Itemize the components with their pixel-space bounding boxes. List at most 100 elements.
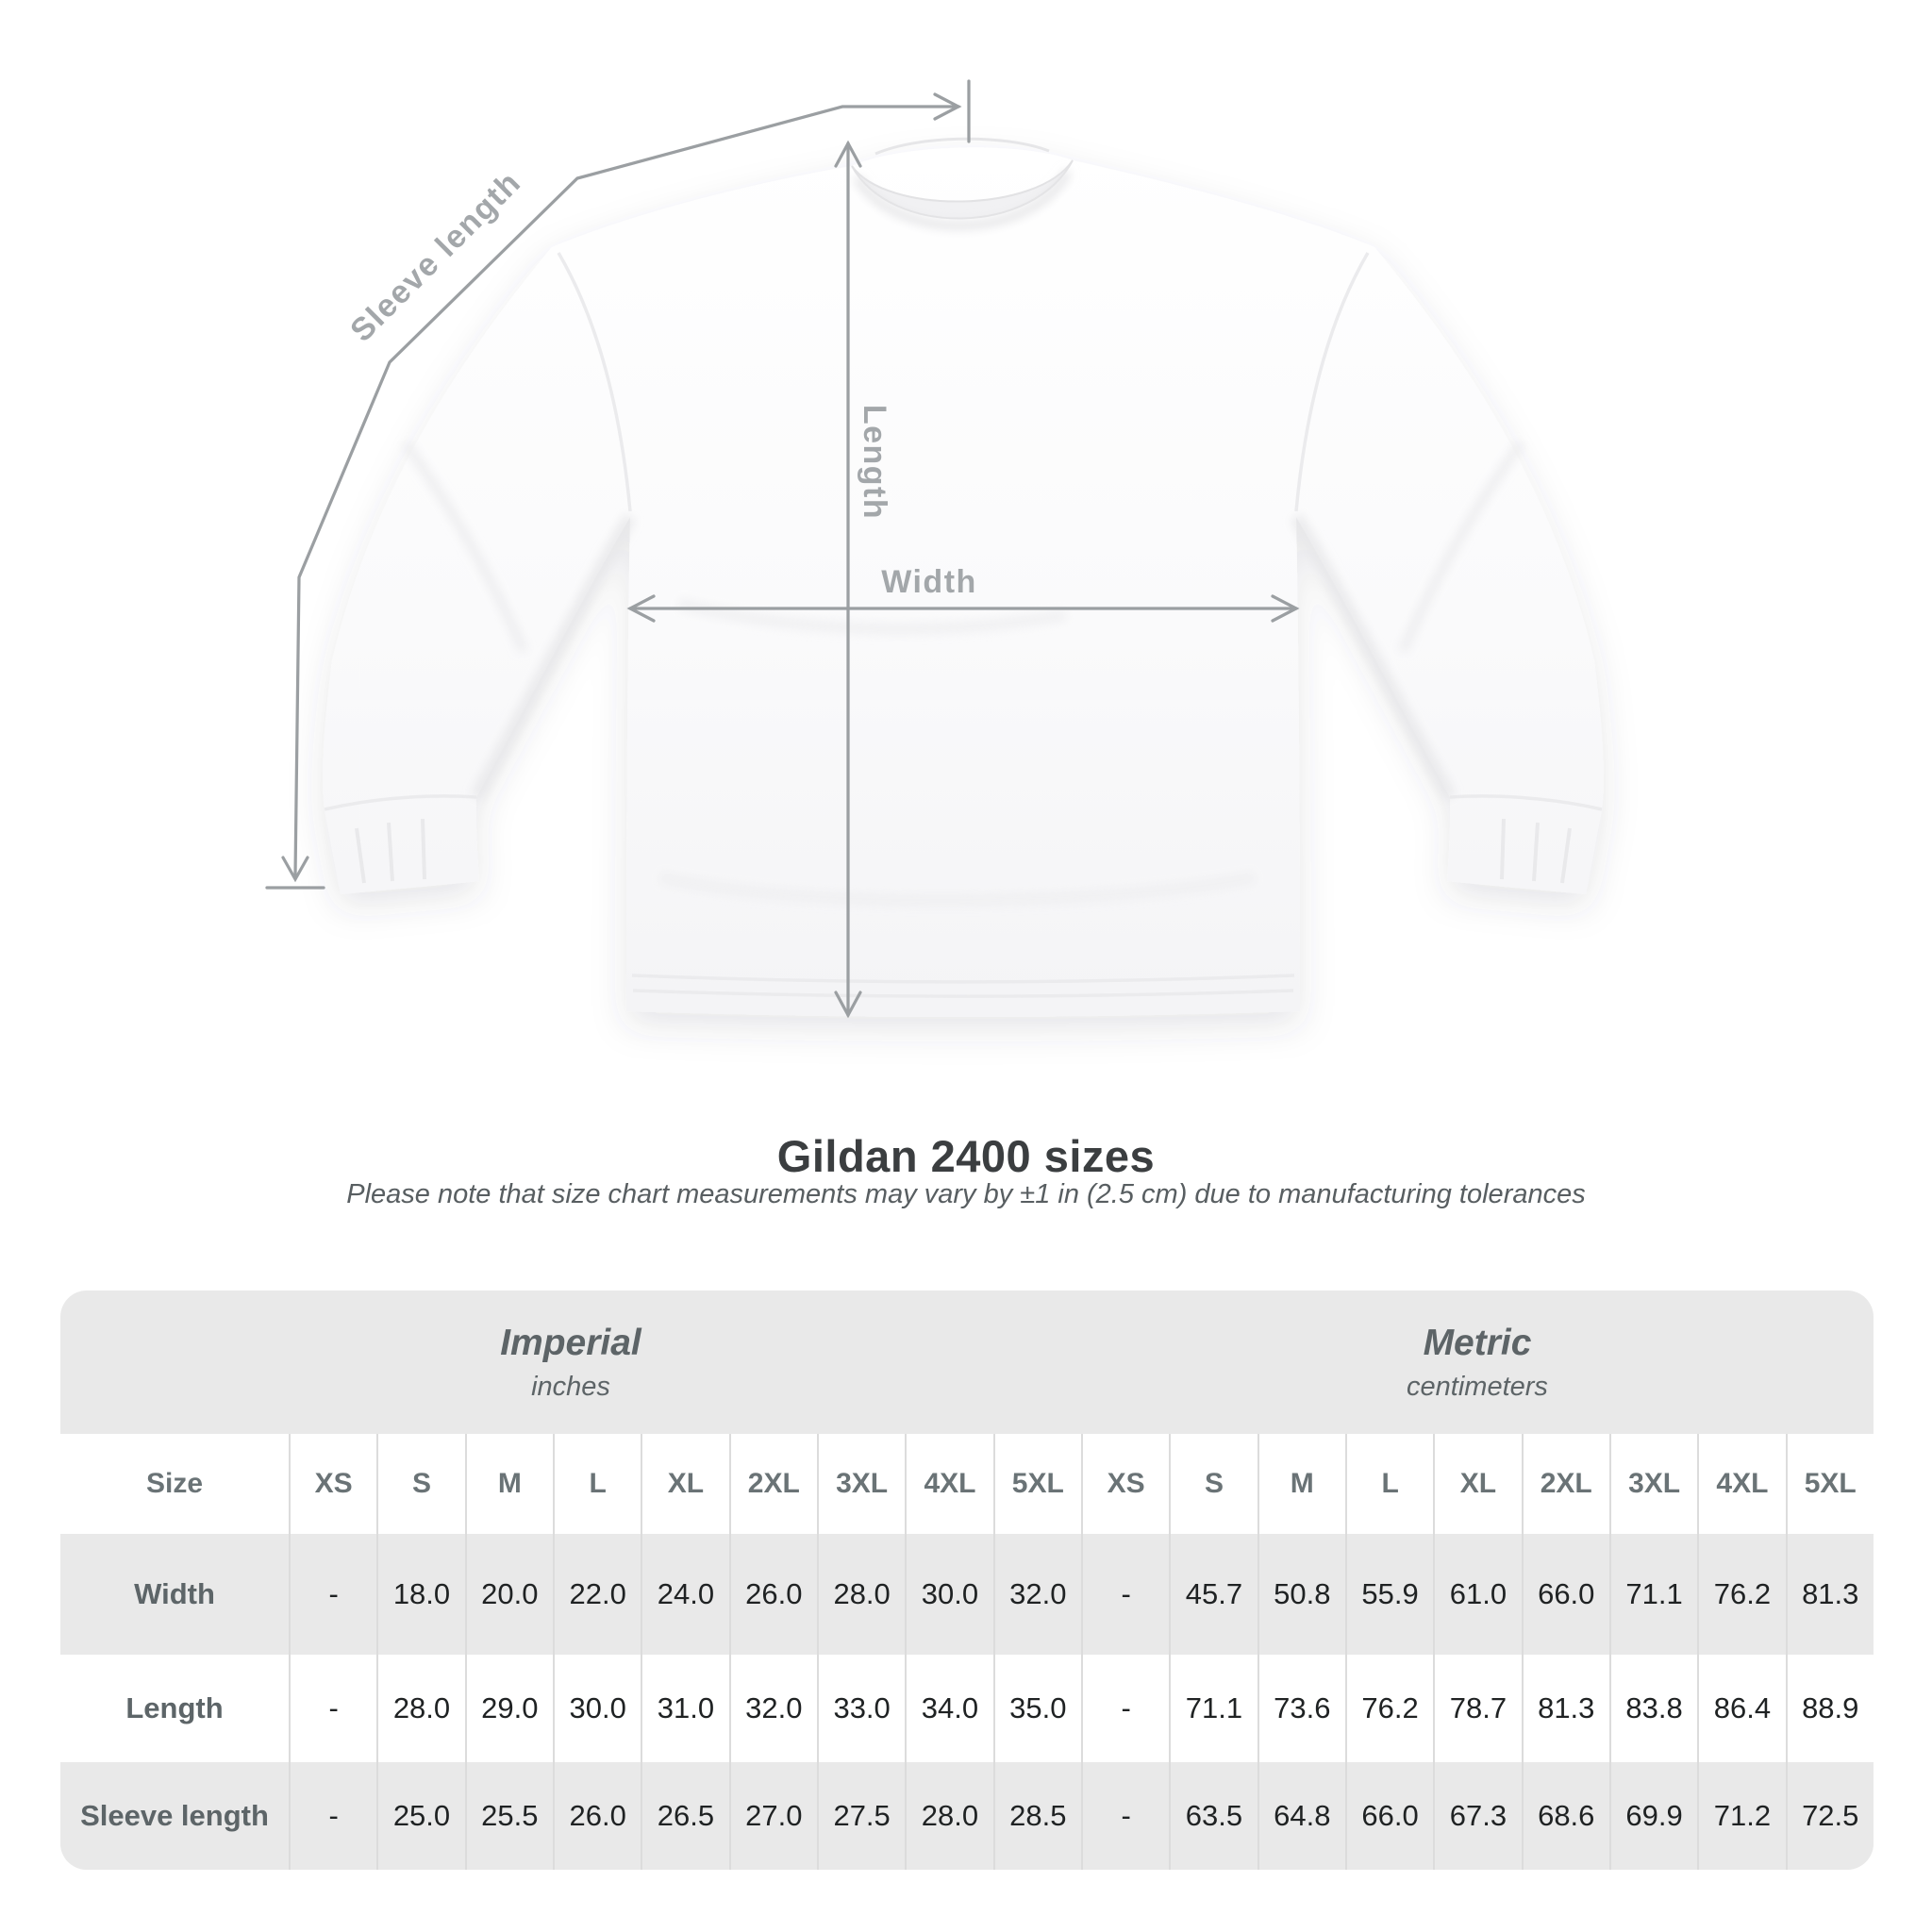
imperial-value-cell: 32.0 bbox=[992, 1534, 1081, 1655]
metric-value-cell: 81.3 bbox=[1521, 1655, 1609, 1762]
metric-value-cell: 71.1 bbox=[1169, 1655, 1257, 1762]
metric-value-cell: - bbox=[1080, 1534, 1169, 1655]
metric-value-cell: 72.5 bbox=[1785, 1762, 1874, 1870]
metric-value-cell: 78.7 bbox=[1433, 1655, 1521, 1762]
unit-group-row: Imperial inches Metric centimeters bbox=[60, 1291, 1874, 1434]
metric-value-cell: 76.2 bbox=[1697, 1534, 1785, 1655]
tolerance-note: Please note that size chart measurements… bbox=[346, 1179, 1586, 1209]
size-header-imperial: 3XL bbox=[816, 1434, 905, 1534]
imperial-value-cell: 30.0 bbox=[552, 1655, 641, 1762]
size-table: Imperial inches Metric centimeters Size X… bbox=[60, 1291, 1874, 1870]
imperial-value-cell: 28.0 bbox=[376, 1655, 464, 1762]
page-title: Gildan 2400 sizes bbox=[776, 1131, 1156, 1181]
length-arrow bbox=[834, 140, 862, 1019]
metric-value-cell: - bbox=[1080, 1655, 1169, 1762]
imperial-value-cell: - bbox=[289, 1762, 376, 1870]
size-header-imperial: L bbox=[552, 1434, 641, 1534]
imperial-value-cell: 28.5 bbox=[992, 1762, 1081, 1870]
imperial-unit: inches bbox=[531, 1371, 610, 1402]
metric-label: Metric bbox=[1423, 1322, 1532, 1363]
imperial-value-cell: 32.0 bbox=[728, 1655, 817, 1762]
measurement-row-label: Length bbox=[125, 1691, 224, 1724]
metric-value-cell: 81.3 bbox=[1785, 1534, 1874, 1655]
size-header-imperial: 2XL bbox=[728, 1434, 817, 1534]
metric-unit: centimeters bbox=[1407, 1371, 1548, 1402]
size-header-metric: S bbox=[1169, 1434, 1257, 1534]
size-header-metric: 2XL bbox=[1521, 1434, 1609, 1534]
imperial-value-cell: 29.0 bbox=[464, 1655, 553, 1762]
metric-value-cell: 66.0 bbox=[1344, 1762, 1433, 1870]
imperial-group-header: Imperial inches bbox=[60, 1291, 1081, 1434]
metric-value-cell: 64.8 bbox=[1257, 1762, 1345, 1870]
metric-value-cell: 71.2 bbox=[1697, 1762, 1785, 1870]
metric-value-cell: 83.8 bbox=[1608, 1655, 1697, 1762]
size-header-imperial: M bbox=[464, 1434, 553, 1534]
metric-value-cell: 73.6 bbox=[1257, 1655, 1345, 1762]
imperial-value-cell: 20.0 bbox=[464, 1534, 553, 1655]
measurement-row-label: Sleeve length bbox=[80, 1799, 269, 1832]
metric-value-cell: - bbox=[1080, 1762, 1169, 1870]
metric-value-cell: 86.4 bbox=[1697, 1655, 1785, 1762]
imperial-value-cell: 27.5 bbox=[816, 1762, 905, 1870]
imperial-value-cell: - bbox=[289, 1655, 376, 1762]
metric-value-cell: 45.7 bbox=[1169, 1534, 1257, 1655]
width-arrow bbox=[626, 594, 1300, 623]
size-header-metric: L bbox=[1344, 1434, 1433, 1534]
metric-value-cell: 66.0 bbox=[1521, 1534, 1609, 1655]
imperial-value-cell: 28.0 bbox=[905, 1762, 992, 1870]
width-measure-label: Width bbox=[881, 564, 977, 600]
size-header-imperial: XS bbox=[289, 1434, 376, 1534]
size-header-imperial: S bbox=[376, 1434, 464, 1534]
shirt-measurement-diagram: Sleeve length Length Width bbox=[265, 79, 1604, 1019]
imperial-value-cell: 18.0 bbox=[376, 1534, 464, 1655]
size-header-metric: XL bbox=[1433, 1434, 1521, 1534]
imperial-value-cell: 34.0 bbox=[905, 1655, 992, 1762]
imperial-value-cell: 31.0 bbox=[641, 1655, 728, 1762]
imperial-value-cell: 26.5 bbox=[641, 1762, 728, 1870]
measurement-row-label: Width bbox=[134, 1577, 215, 1610]
size-header-imperial: 4XL bbox=[905, 1434, 992, 1534]
sleeve-length-arrow bbox=[265, 79, 971, 890]
metric-value-cell: 76.2 bbox=[1344, 1655, 1433, 1762]
metric-value-cell: 88.9 bbox=[1785, 1655, 1874, 1762]
size-header-metric: 5XL bbox=[1785, 1434, 1874, 1534]
metric-value-cell: 71.1 bbox=[1608, 1534, 1697, 1655]
size-header-metric: XS bbox=[1080, 1434, 1169, 1534]
metric-value-cell: 68.6 bbox=[1521, 1762, 1609, 1870]
imperial-value-cell: 33.0 bbox=[816, 1655, 905, 1762]
metric-value-cell: 55.9 bbox=[1344, 1534, 1433, 1655]
imperial-value-cell: 30.0 bbox=[905, 1534, 992, 1655]
size-header-metric: 3XL bbox=[1608, 1434, 1697, 1534]
imperial-value-cell: 22.0 bbox=[552, 1534, 641, 1655]
imperial-value-cell: - bbox=[289, 1534, 376, 1655]
table-row: Sleeve length -25.0 25.5 26.0 26.5 27.0 27.5 28… bbox=[60, 1762, 1874, 1870]
imperial-value-cell: 24.0 bbox=[641, 1534, 728, 1655]
imperial-value-cell: 26.0 bbox=[728, 1534, 817, 1655]
size-data-rows: Width -18.0 20.0 22.0 24.0 26.0 28.0 30.0 32.0-4… bbox=[60, 1534, 1874, 1870]
metric-value-cell: 63.5 bbox=[1169, 1762, 1257, 1870]
metric-group-header: Metric centimeters bbox=[1081, 1291, 1874, 1434]
size-header-metric: 4XL bbox=[1697, 1434, 1785, 1534]
metric-value-cell: 67.3 bbox=[1433, 1762, 1521, 1870]
size-header-imperial: 5XL bbox=[992, 1434, 1081, 1534]
size-column-header: Size bbox=[145, 1468, 204, 1499]
metric-value-cell: 69.9 bbox=[1608, 1762, 1697, 1870]
metric-value-cell: 61.0 bbox=[1433, 1534, 1521, 1655]
length-measure-label: Length bbox=[857, 405, 892, 520]
imperial-value-cell: 27.0 bbox=[728, 1762, 817, 1870]
table-row: Width -18.0 20.0 22.0 24.0 26.0 28.0 30.0 32.0-4… bbox=[60, 1534, 1874, 1655]
imperial-value-cell: 26.0 bbox=[552, 1762, 641, 1870]
imperial-value-cell: 25.0 bbox=[376, 1762, 464, 1870]
size-header-imperial: XL bbox=[641, 1434, 728, 1534]
imperial-value-cell: 28.0 bbox=[816, 1534, 905, 1655]
size-header-metric: M bbox=[1257, 1434, 1345, 1534]
collar bbox=[851, 159, 1074, 220]
metric-value-cell: 50.8 bbox=[1257, 1534, 1345, 1655]
shirt-illustration bbox=[323, 137, 1604, 1017]
table-row: Length -28.0 29.0 30.0 31.0 32.0 33.0 34.0 35.0-… bbox=[60, 1655, 1874, 1762]
imperial-value-cell: 35.0 bbox=[992, 1655, 1081, 1762]
size-header-row: Size XS S M L XL 2XL 3XL 4XL 5XL XS S M L XL 2XL 3XL 4XL 5… bbox=[60, 1434, 1874, 1534]
imperial-label: Imperial bbox=[500, 1322, 641, 1363]
imperial-value-cell: 25.5 bbox=[464, 1762, 553, 1870]
